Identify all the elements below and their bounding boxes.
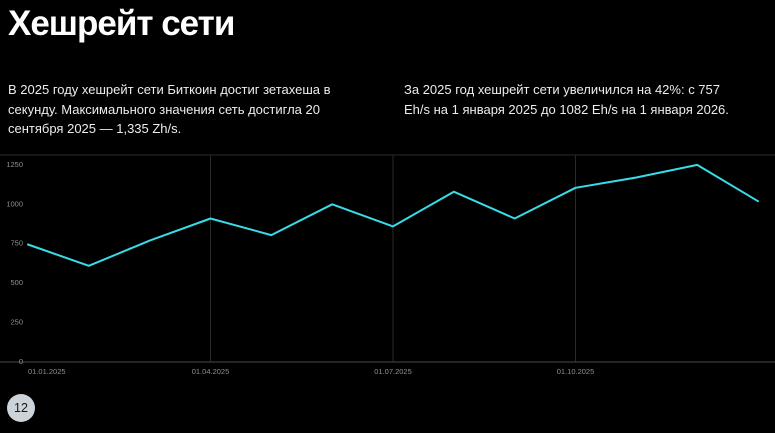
page-title: Хешрейт сети <box>8 4 235 43</box>
svg-text:500: 500 <box>10 278 23 287</box>
page-number: 12 <box>14 401 28 415</box>
svg-text:01.07.2025: 01.07.2025 <box>374 367 412 376</box>
hashrate-line-chart: 0 250 500 750 1000 1250 01.01.2025 01.04.2025 01… <box>0 150 775 382</box>
svg-text:750: 750 <box>10 239 23 248</box>
svg-text:01.10.2025: 01.10.2025 <box>557 367 595 376</box>
svg-text:0: 0 <box>19 357 23 366</box>
paragraph-left: В 2025 году хешрейт сети Биткоин достиг … <box>8 82 331 136</box>
svg-text:01.04.2025: 01.04.2025 <box>192 367 230 376</box>
page-number-badge: 12 <box>7 394 35 422</box>
paragraph-right: За 2025 год хешрейт сети увеличился на 4… <box>404 82 729 117</box>
svg-text:01.01.2025: 01.01.2025 <box>28 367 66 376</box>
svg-text:1000: 1000 <box>6 199 23 208</box>
svg-text:250: 250 <box>10 318 23 327</box>
svg-text:1250: 1250 <box>6 160 23 169</box>
